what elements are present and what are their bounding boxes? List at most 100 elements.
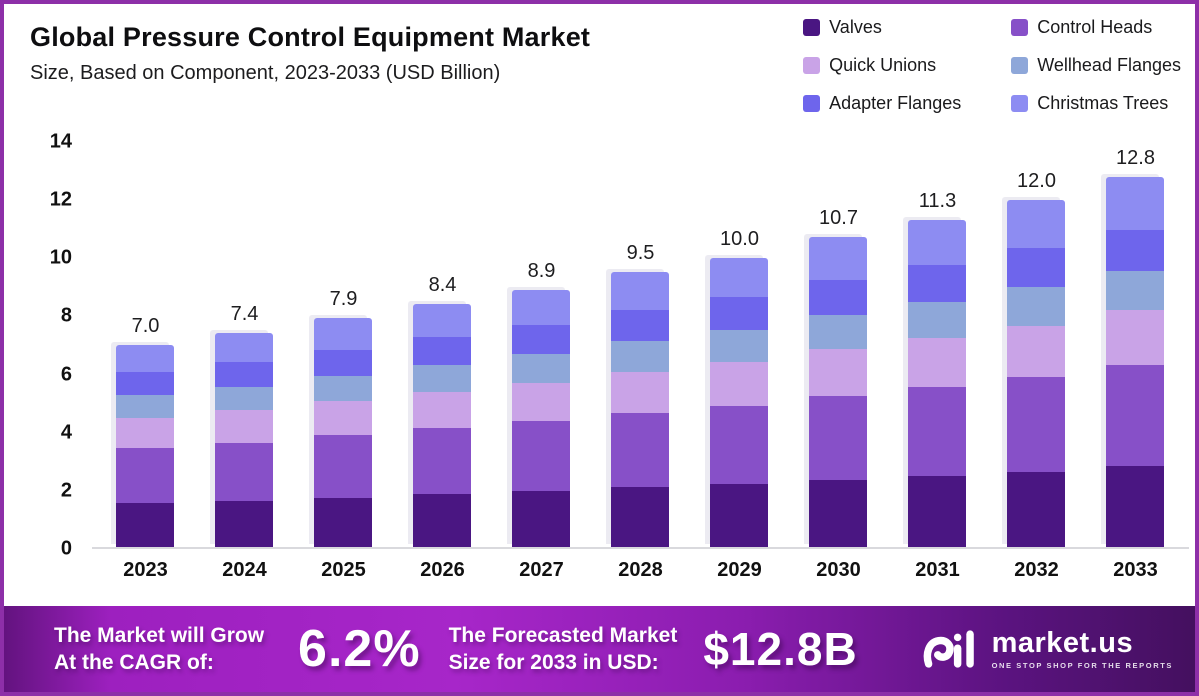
segment-wellhead-flanges: [215, 386, 274, 411]
segment-control-heads: [611, 412, 670, 488]
legend-swatch-adapter-flanges: [803, 95, 821, 112]
segment-wellhead-flanges: [512, 354, 571, 383]
bar-2031: 11.3 2031: [888, 142, 987, 581]
segment-christmas-trees: [413, 304, 472, 337]
segment-valves: [413, 494, 472, 547]
x-axis-label-2029: 2029: [717, 559, 762, 581]
segment-control-heads: [809, 395, 868, 480]
segment-adapter-flanges: [314, 349, 373, 376]
x-axis-label-2026: 2026: [420, 559, 465, 581]
forecast-value: $12.8B: [703, 623, 858, 675]
bar-value-label: 7.4: [230, 302, 259, 325]
logo-tagline: ONE STOP SHOP FOR THE REPORTS: [991, 660, 1173, 670]
legend-swatch-valves: [803, 19, 821, 36]
chart-legend: Valves Control Heads Quick Unions Wellhead …: [803, 17, 1181, 114]
legend-label: Adapter Flanges: [829, 93, 962, 113]
segment-control-heads: [908, 387, 967, 477]
segment-adapter-flanges: [116, 371, 175, 396]
cagr-label-line2: At the CAGR of:: [54, 651, 214, 674]
segment-wellhead-flanges: [1007, 287, 1066, 326]
segment-valves: [116, 503, 175, 547]
cagr-value: 6.2%: [298, 620, 421, 678]
legend-label: Christmas Trees: [1037, 93, 1169, 113]
segment-valves: [314, 497, 373, 547]
bar-2023: 7.0 2023: [96, 142, 195, 581]
plot-area: 7.0 2023 7.4 2024 7.9 2025 8.4 2026 8.9 2027 9.5 20…: [92, 142, 1189, 581]
legend-swatch-wellhead-flanges: [1011, 57, 1029, 74]
bar-value-label: 9.5: [626, 242, 655, 265]
y-tick-14: 14: [49, 130, 72, 153]
page-title: Global Pressure Control Equipment Market: [30, 22, 591, 52]
x-axis-label-2024: 2024: [222, 559, 267, 581]
segment-wellhead-flanges: [809, 314, 868, 350]
forecast-label-line2: Size for 2033 in USD:: [448, 651, 659, 674]
segment-adapter-flanges: [611, 309, 670, 342]
bar-stack-2033: [1106, 176, 1165, 547]
y-tick-12: 12: [49, 188, 72, 211]
stacked-bar-chart: 0 2 4 6 8 10 12 14 7.0 2023 7.4 2024 7.9 2025 8.4 2026…: [4, 122, 1195, 582]
segment-adapter-flanges: [1007, 247, 1066, 288]
segment-valves: [809, 479, 868, 547]
bar-value-label: 8.9: [527, 259, 556, 282]
segment-christmas-trees: [710, 257, 769, 298]
bar-value-label: 7.9: [329, 288, 358, 311]
segment-control-heads: [512, 421, 571, 492]
segment-control-heads: [1106, 364, 1165, 466]
bar-stack-2027: [512, 289, 571, 547]
segment-quick-unions: [413, 391, 472, 429]
segment-wellhead-flanges: [314, 375, 373, 402]
segment-valves: [908, 476, 967, 547]
segment-wellhead-flanges: [413, 364, 472, 392]
bar-2026: 8.4 2026: [393, 142, 492, 581]
page-subtitle: Size, Based on Component, 2023-2033 (USD…: [30, 62, 501, 84]
segment-quick-unions: [908, 338, 967, 388]
y-tick-6: 6: [60, 363, 72, 386]
segment-christmas-trees: [116, 344, 175, 372]
bar-stack-2028: [611, 272, 670, 547]
bar-stack-2030: [809, 237, 868, 547]
segment-quick-unions: [512, 382, 571, 422]
segment-adapter-flanges: [1106, 230, 1165, 271]
bar-stack-2026: [413, 304, 472, 547]
segment-quick-unions: [611, 371, 670, 413]
bars-container: 7.0 2023 7.4 2024 7.9 2025 8.4 2026 8.9 2027 9.5 20…: [92, 142, 1189, 581]
marketus-logo: market.us ONE STOP SHOP FOR THE REPORTS: [922, 627, 1173, 671]
x-axis-label-2027: 2027: [519, 559, 564, 581]
x-axis-label-2023: 2023: [123, 559, 168, 581]
legend-label: Wellhead Flanges: [1037, 55, 1181, 75]
segment-valves: [710, 484, 769, 547]
legend-label: Valves: [829, 17, 882, 37]
marketus-logo-icon: [923, 630, 974, 668]
legend-swatch-control-heads: [1011, 19, 1029, 36]
cagr-label-line1: The Market will Grow: [54, 623, 265, 647]
segment-quick-unions: [1106, 309, 1165, 365]
segment-control-heads: [116, 448, 175, 503]
segment-christmas-trees: [611, 272, 670, 310]
forecast-label: The Forecasted Market Size for 2033 in U…: [449, 622, 678, 677]
segment-control-heads: [1007, 377, 1066, 472]
legend-item-adapter-flanges: Adapter Flanges: [803, 93, 961, 114]
y-tick-2: 2: [60, 479, 72, 502]
segment-control-heads: [710, 405, 769, 485]
segment-control-heads: [413, 428, 472, 495]
bottom-banner: The Market will Grow At the CAGR of: 6.2…: [4, 606, 1195, 692]
segment-adapter-flanges: [512, 324, 571, 355]
segment-wellhead-flanges: [908, 301, 967, 339]
segment-quick-unions: [314, 401, 373, 436]
segment-quick-unions: [116, 417, 175, 449]
legend-swatch-quick-unions: [803, 57, 821, 74]
segment-christmas-trees: [215, 332, 274, 363]
segment-valves: [611, 487, 670, 547]
legend-item-control-heads: Control Heads: [1011, 17, 1181, 38]
x-axis-label-2032: 2032: [1014, 559, 1059, 581]
y-tick-8: 8: [60, 304, 72, 327]
bar-value-label: 7.0: [131, 314, 160, 337]
bar-stack-2029: [710, 257, 769, 547]
bar-value-label: 12.8: [1116, 146, 1155, 169]
bar-stack-2023: [116, 344, 175, 548]
y-tick-0: 0: [60, 537, 72, 560]
x-axis-label-2025: 2025: [321, 559, 366, 581]
legend-item-valves: Valves: [803, 17, 961, 38]
segment-control-heads: [314, 435, 373, 498]
